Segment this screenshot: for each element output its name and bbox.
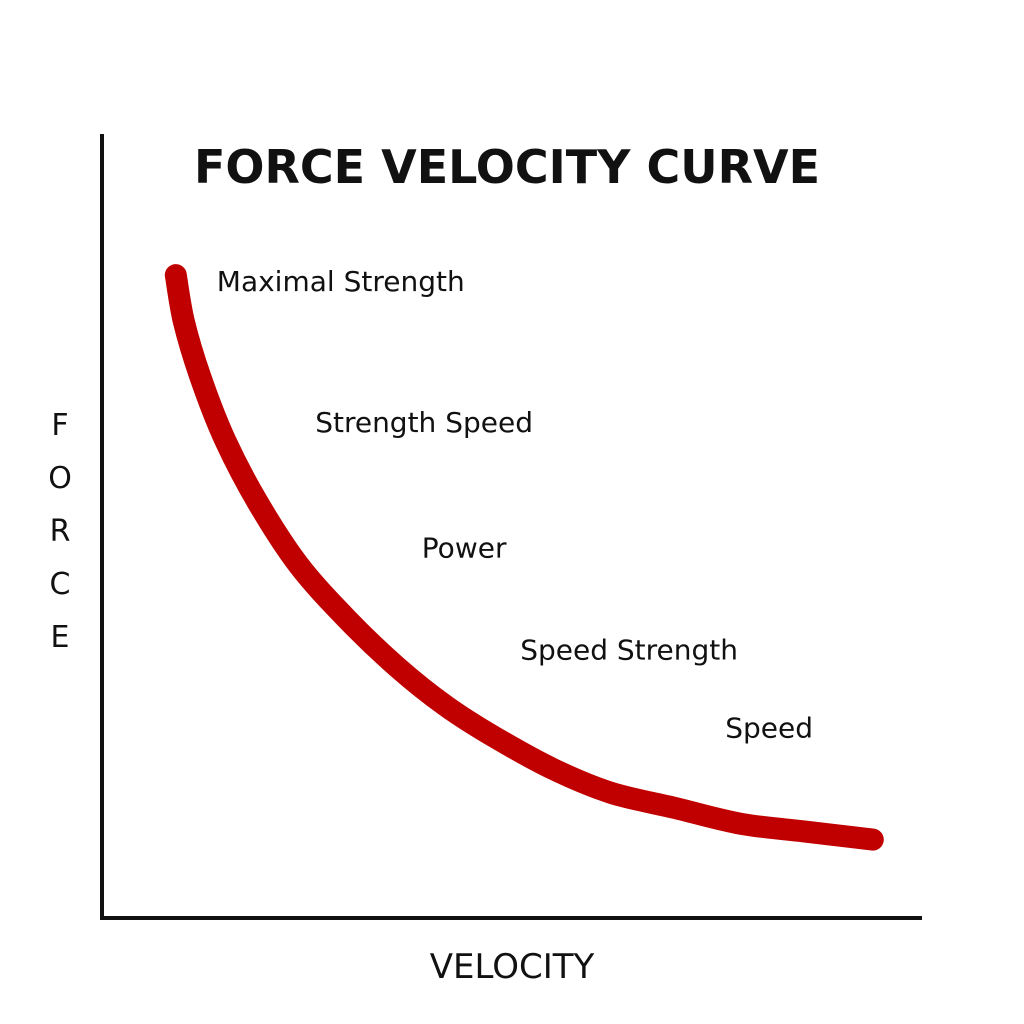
zone-label: Speed Strength [520, 633, 738, 666]
force-velocity-curve [164, 264, 884, 851]
x-axis-label: VELOCITY [430, 947, 595, 987]
zone-label: Speed [725, 712, 813, 745]
zone-labels: Maximal Strength Strength Speed Power Speed… [217, 265, 813, 745]
y-axis-label-letter: F [51, 408, 68, 443]
zone-label: Strength Speed [315, 406, 533, 439]
y-axis-label-letter: R [50, 514, 71, 549]
y-axis-label-letter: O [48, 461, 72, 496]
zone-label: Power [422, 531, 507, 564]
y-axis-label: FORCE [48, 408, 72, 655]
zone-label: Maximal Strength [217, 265, 465, 298]
y-axis-label-letter: E [51, 620, 70, 655]
y-axis-label-letter: C [50, 567, 71, 602]
chart-title: FORCE VELOCITY CURVE [194, 140, 820, 194]
